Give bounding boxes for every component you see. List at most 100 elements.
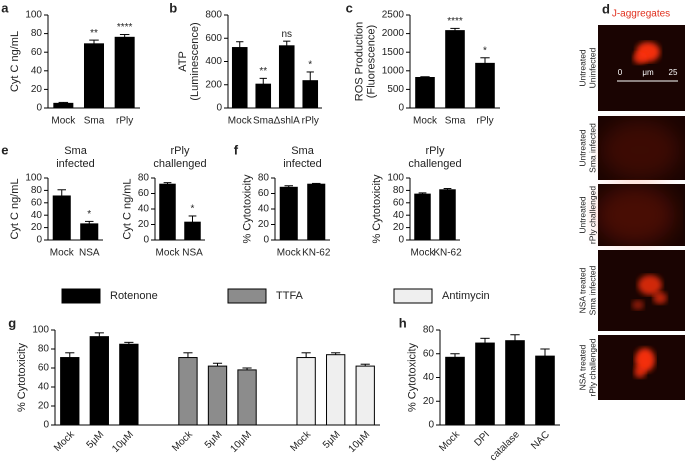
y-axis-label: Cyt C ng/mL [122, 178, 134, 239]
bar [279, 186, 298, 241]
y-tick-label: 40 [258, 204, 270, 215]
y-axis-label: Cyt C ng/mL [9, 178, 21, 239]
legend-swatch [227, 288, 267, 304]
y-tick-label: 100 [25, 10, 42, 21]
bar [296, 357, 316, 426]
significance-label: **** [117, 22, 133, 33]
legend-label: Antimycin [442, 290, 490, 302]
y-tick-label: 80 [258, 173, 270, 184]
y-axis-label: % Cytotoxicity [242, 174, 254, 244]
y-tick-label: 80 [423, 325, 435, 336]
x-tick-label: Mock [50, 248, 75, 259]
x-tick-label: Mock [437, 429, 462, 454]
bar [60, 357, 80, 426]
x-tick-label: rPly [116, 116, 133, 127]
y-tick-label: 20 [258, 219, 270, 230]
y-tick-label: 60 [31, 197, 43, 208]
bar [231, 47, 248, 109]
x-tick-label: NSA [79, 248, 100, 259]
y-tick-label: 60 [258, 188, 270, 199]
scale-label: 0 [618, 68, 623, 77]
error-bar [510, 334, 520, 341]
y-tick-label: 0 [263, 235, 269, 246]
x-tick-label: Mock [411, 248, 436, 259]
y-tick-label: 40 [38, 382, 50, 393]
x-tick-label: NSA [182, 248, 203, 259]
y-tick-label: 800 [205, 10, 222, 21]
fluorescence-spot [653, 292, 667, 304]
error-bar [283, 40, 291, 46]
error-bar [119, 34, 130, 38]
bar [475, 62, 495, 109]
error-bar [284, 185, 294, 188]
error-bar [84, 220, 94, 224]
chart-title: rPly [426, 145, 445, 157]
x-tick-label: Mock [413, 116, 438, 127]
bar [439, 189, 456, 241]
y-tick-label: 40 [31, 65, 43, 76]
error-bar [183, 352, 193, 358]
error-bar [236, 41, 244, 48]
error-bar [540, 348, 550, 357]
bar [326, 354, 346, 426]
y-axis-label: (Luminescence) [189, 22, 201, 100]
x-tick-label: Sma [445, 116, 466, 127]
row-label: Sma infected [587, 265, 597, 315]
bar [415, 76, 435, 109]
significance-label: ** [259, 66, 267, 77]
y-axis-label: % Cytotoxicity [407, 342, 419, 412]
x-tick-label: catalase [488, 429, 522, 463]
error-bar [420, 76, 430, 78]
bar [53, 102, 74, 109]
error-bar [65, 352, 75, 358]
fluorescence-spot [632, 300, 644, 310]
error-bar [450, 353, 460, 358]
y-tick-label: 80 [138, 173, 150, 184]
error-bar [450, 27, 460, 31]
y-tick-label: 400 [205, 56, 222, 67]
y-tick-label: 80 [31, 28, 43, 39]
y-tick-label: 80 [38, 344, 50, 355]
error-bar [89, 39, 99, 44]
legend-swatch [61, 288, 101, 304]
bar [445, 30, 465, 109]
panel-label: e [1, 142, 8, 157]
bar [535, 355, 555, 426]
y-axis-label: % Cytotoxicity [16, 342, 28, 412]
x-tick-label: 10μM [347, 429, 373, 455]
error-bar [418, 192, 427, 195]
chart-title: infected [56, 158, 95, 170]
x-tick-label: Sma [253, 116, 274, 127]
y-tick-label: 60 [31, 47, 43, 58]
x-tick-label: 5μM [203, 429, 225, 451]
y-tick-label: 60 [393, 197, 405, 208]
error-bar [124, 341, 134, 345]
y-tick-label: 2000 [382, 28, 405, 39]
y-axis-label: ATP [177, 51, 189, 72]
panel-label: h [399, 315, 407, 330]
legend-label: TTFA [276, 290, 304, 302]
row-label: NSA treated [577, 267, 587, 313]
x-tick-label: NAC [529, 429, 552, 452]
row-label: NSA treated [577, 344, 587, 390]
bar [83, 43, 105, 109]
y-tick-label: 20 [31, 222, 43, 233]
bar [445, 356, 465, 426]
y-tick-label: 200 [205, 79, 222, 90]
bar [119, 343, 139, 426]
bar [159, 183, 176, 241]
fluorescence-spot [600, 120, 680, 180]
bar [178, 357, 198, 426]
bar [52, 195, 71, 241]
error-bar [443, 188, 452, 190]
chart-title: challenged [408, 158, 461, 170]
significance-label: **** [447, 16, 463, 27]
row-label: Untreated [577, 196, 587, 234]
y-tick-label: 80 [31, 185, 43, 196]
panel-label: c [346, 0, 353, 15]
fluorescence-spot [595, 185, 675, 245]
error-bar [480, 337, 490, 344]
y-axis-label: % Cytotoxicity [371, 174, 383, 244]
legend-swatch [393, 288, 433, 304]
y-tick-label: 40 [423, 372, 435, 383]
